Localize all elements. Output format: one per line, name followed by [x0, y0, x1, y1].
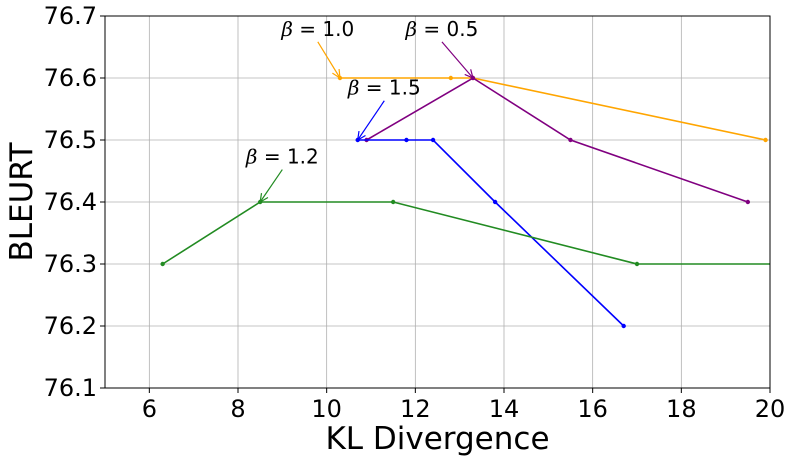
- x-tick-label: 16: [577, 395, 608, 423]
- y-tick-label: 76.5: [44, 126, 97, 154]
- data-point: [430, 137, 436, 143]
- grid-lines: [105, 15, 771, 389]
- y-tick-label: 76.3: [44, 250, 97, 278]
- series-lines: [160, 75, 770, 329]
- x-tick-label: 10: [311, 395, 342, 423]
- annotation-arrowhead: [356, 131, 366, 142]
- annotation-arrow: [357, 100, 385, 141]
- data-point: [568, 137, 573, 143]
- data-point: [621, 323, 626, 329]
- x-tick-labels: 6 8 10 12 14 16 18 20: [142, 388, 786, 423]
- series-2: [355, 137, 626, 329]
- y-tick-label: 76.7: [44, 2, 97, 30]
- y-tick-labels: 76.1 76.2 76.3 76.4 76.5 76.6 76.7: [44, 2, 105, 402]
- annotation-label: β = 1.5: [347, 76, 421, 100]
- x-tick-label: 6: [142, 395, 157, 423]
- series-line: [366, 77, 749, 203]
- annotation-arrowhead: [259, 193, 269, 204]
- annotation-arrow: [259, 169, 283, 203]
- y-tick-label: 76.2: [44, 312, 97, 340]
- annotation: β = 1.2: [245, 145, 319, 204]
- y-tick-label: 76.6: [44, 64, 97, 92]
- annotation-arrow: [441, 41, 474, 79]
- data-point: [390, 199, 396, 205]
- data-point: [634, 261, 640, 267]
- series-line: [162, 201, 770, 265]
- annotation: β = 1.5: [347, 76, 421, 142]
- annotation: β = 0.5: [405, 17, 479, 80]
- annotation-arrow: [317, 41, 341, 79]
- x-tick-label: 14: [489, 395, 520, 423]
- series-3: [160, 199, 770, 267]
- annotation-label: β = 1.2: [245, 145, 319, 169]
- x-tick-label: 8: [230, 395, 245, 423]
- series-line: [339, 77, 766, 141]
- data-point: [404, 137, 409, 143]
- y-tick-label: 76.4: [44, 188, 97, 216]
- data-point: [492, 199, 498, 205]
- annotation-arrowhead: [464, 69, 474, 80]
- annotation-label: β = 1.0: [280, 17, 354, 41]
- series-1: [364, 75, 751, 205]
- data-point: [448, 75, 453, 81]
- annotations: β = 1.0 β = 0.5 β = 1.5 β = 1.2: [245, 17, 479, 204]
- x-tick-label: 20: [755, 395, 786, 423]
- x-tick-label: 12: [400, 395, 431, 423]
- series-line: [357, 139, 625, 327]
- data-point: [763, 137, 768, 143]
- annotation-arrowhead: [332, 68, 341, 80]
- data-point: [745, 199, 751, 205]
- x-axis-label: KL Divergence: [325, 421, 549, 457]
- x-tick-label: 18: [666, 395, 697, 423]
- y-tick-label: 76.1: [44, 374, 97, 402]
- annotation: β = 1.0: [280, 17, 354, 80]
- data-point: [160, 261, 165, 267]
- y-axis-label: BLEURT: [4, 141, 40, 261]
- annotation-label: β = 0.5: [405, 17, 479, 41]
